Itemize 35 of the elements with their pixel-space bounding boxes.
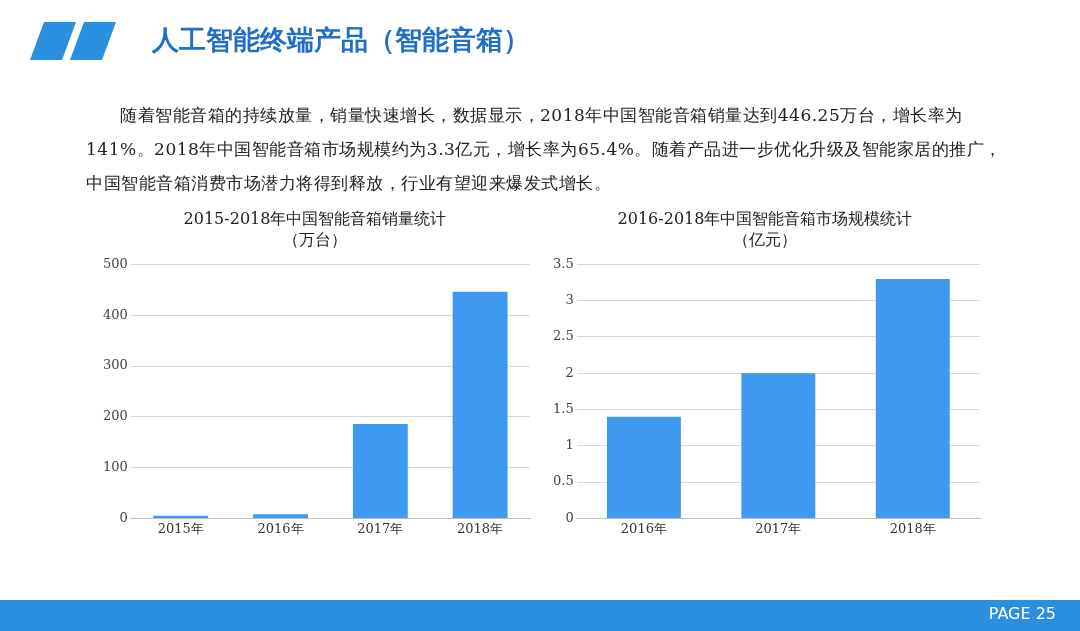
x-tick-label: 2017年: [755, 520, 802, 536]
x-tick-label: 2016年: [620, 520, 667, 536]
y-tick-label: 2: [565, 364, 574, 380]
chart-title: 2016-2018年中国智能音箱市场规模统计: [617, 208, 913, 228]
y-tick-label: 0: [565, 509, 574, 525]
x-tick-label: 2018年: [457, 520, 504, 536]
text: 人工智能终端产品（智能音箱）: [152, 23, 530, 57]
y-tick-label: 300: [102, 357, 128, 373]
bar: [606, 416, 681, 518]
x-tick-label: 2016年: [257, 520, 304, 536]
y-tick-label: 400: [102, 306, 128, 322]
text: PAGE 25: [988, 604, 1056, 623]
bar: [153, 515, 209, 518]
x-tick-label: 2015年: [157, 520, 204, 536]
text: 随着智能音箱的持续放量，销量快速增长，数据显示，2018年中国智能音箱销量达到446.25万台，增长率为141%。2018年中国智能音箱市场规模约为3.3亿元，增长率为65.4%。随着产品进一步优化升级及智能家居的推广，中国智能音箱消费市场潜力将得到释放，行业有望迎来爆发式增长。: [86, 104, 1003, 195]
y-tick-label: 2.5: [552, 328, 574, 344]
bar: [452, 291, 508, 518]
x-tick-label: 2018年: [889, 520, 936, 536]
y-tick-label: 0.5: [552, 473, 574, 489]
y-tick-label: 3.5: [552, 255, 574, 271]
chart-subtitle: （亿元）: [733, 229, 797, 249]
bar: [352, 423, 408, 518]
bar: [741, 373, 816, 518]
y-tick-label: 200: [102, 408, 128, 424]
y-tick-label: 100: [102, 458, 128, 474]
chart-subtitle: （万台）: [283, 229, 347, 249]
y-tick-label: 0: [119, 509, 128, 525]
bar: [875, 278, 950, 518]
y-tick-label: 1.5: [552, 400, 574, 416]
bar: [253, 514, 308, 518]
chart-title: 2015-2018年中国智能音箱销量统计: [183, 208, 447, 228]
y-tick-label: 500: [102, 255, 128, 271]
y-tick-label: 1: [565, 437, 574, 453]
y-tick-label: 3: [565, 292, 574, 308]
x-tick-label: 2017年: [357, 520, 404, 536]
